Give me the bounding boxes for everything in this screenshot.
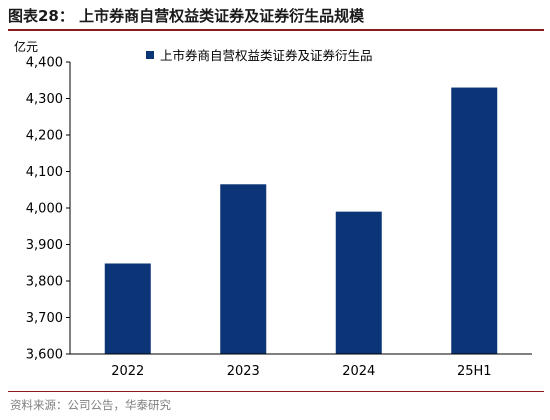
x-tick-labels: 2022 2023 2024 25H1	[111, 364, 491, 379]
legend-label: 上市券商自营权益类证券及证券衍生品	[160, 48, 373, 63]
footer-divider	[8, 391, 544, 392]
bars-group	[104, 87, 498, 355]
x-tick-label: 2022	[111, 364, 144, 379]
title-divider	[8, 29, 544, 31]
legend-swatch	[146, 51, 154, 59]
x-tick-label: 25H1	[457, 364, 492, 379]
x-tick-label: 2024	[342, 364, 375, 379]
legend: 上市券商自营权益类证券及证券衍生品	[146, 48, 373, 63]
y-tick-label: 3,800	[26, 275, 63, 290]
axes-group	[66, 61, 532, 355]
x-tick-label: 2023	[227, 364, 260, 379]
source-note: 资料来源：公司公告，华泰研究	[10, 398, 171, 412]
y-tick-label: 3,900	[26, 238, 63, 253]
bar-25H1	[451, 87, 498, 355]
bar-2022	[104, 263, 151, 354]
y-tick-label: 4,400	[26, 56, 63, 71]
y-tick-label: 4,300	[26, 92, 63, 107]
y-tick-label: 4,100	[26, 165, 63, 180]
bar-2024	[335, 211, 382, 354]
y-tick-label: 3,600	[26, 348, 63, 363]
y-tick-label: 4,200	[26, 129, 63, 144]
y-tick-labels: 3,600 3,700 3,800 3,900 4,000 4,100 4,200 4,300…	[26, 56, 63, 363]
y-tick-label: 4,000	[26, 202, 63, 217]
figure-title: 图表28： 上市券商自营权益类证券及证券衍生品规模	[8, 7, 365, 25]
y-tick-label: 3,700	[26, 311, 63, 326]
bar-2023	[220, 184, 267, 354]
y-axis-unit: 亿元	[14, 40, 39, 54]
